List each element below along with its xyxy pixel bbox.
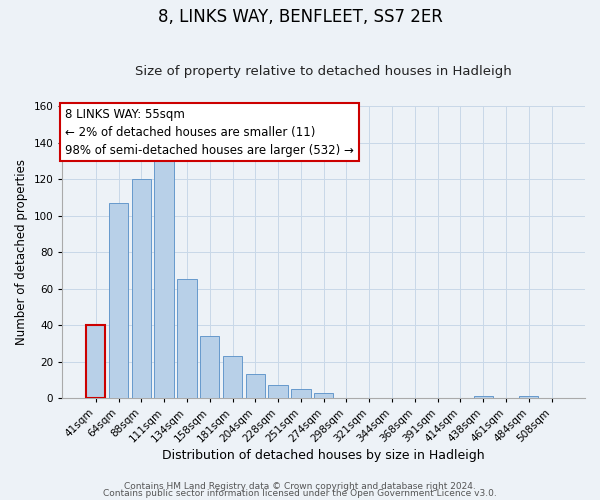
Text: 8, LINKS WAY, BENFLEET, SS7 2ER: 8, LINKS WAY, BENFLEET, SS7 2ER [158,8,442,26]
Text: Contains HM Land Registry data © Crown copyright and database right 2024.: Contains HM Land Registry data © Crown c… [124,482,476,491]
Y-axis label: Number of detached properties: Number of detached properties [15,159,28,345]
Bar [154,161,174,398]
Text: Contains public sector information licensed under the Open Government Licence v3: Contains public sector information licen… [103,490,497,498]
Bar [268,386,288,398]
X-axis label: Distribution of detached houses by size in Hadleigh: Distribution of detached houses by size … [163,450,485,462]
Text: 8 LINKS WAY: 55sqm
← 2% of detached houses are smaller (11)
98% of semi-detached: 8 LINKS WAY: 55sqm ← 2% of detached hous… [65,108,354,156]
Bar [314,392,334,398]
Bar [131,179,151,398]
Bar [245,374,265,398]
Bar [519,396,538,398]
Bar [109,203,128,398]
Title: Size of property relative to detached houses in Hadleigh: Size of property relative to detached ho… [135,66,512,78]
Bar [86,325,106,398]
Bar [291,389,311,398]
Bar [200,336,220,398]
Bar [473,396,493,398]
Bar [223,356,242,398]
Bar [177,280,197,398]
